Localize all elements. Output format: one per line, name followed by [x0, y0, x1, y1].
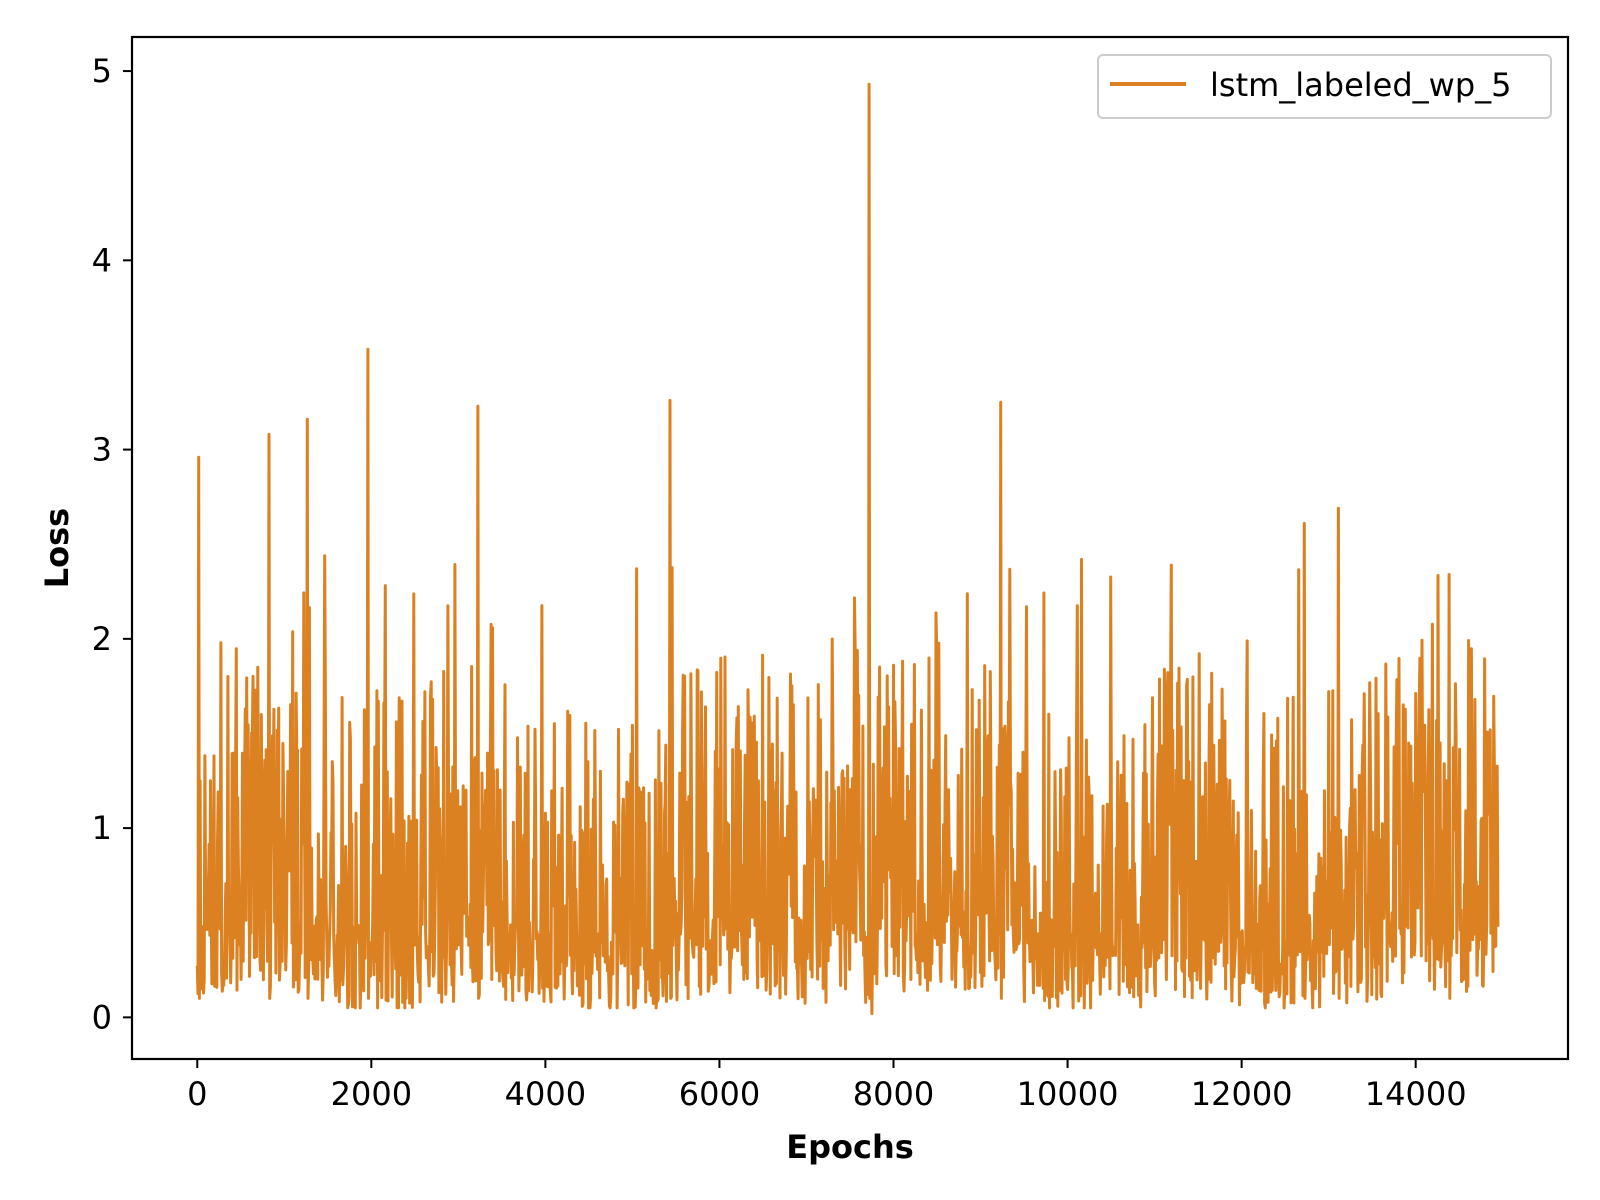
- x-tick-label: 4000: [505, 1075, 586, 1113]
- series-layer: [195, 82, 1500, 1016]
- x-axis-title: Epochs: [786, 1128, 914, 1166]
- y-tick-label: 1: [92, 809, 112, 847]
- x-tick-label: 0: [187, 1075, 207, 1113]
- x-axis-ticks: 0 2000 4000 6000 8000 10000 12000 14000: [187, 1059, 1467, 1113]
- x-tick-label: 12000: [1191, 1075, 1293, 1113]
- x-tick-label: 6000: [679, 1075, 760, 1113]
- legend: lstm_labeled_wp_5: [1097, 54, 1552, 119]
- y-tick-label: 2: [92, 620, 112, 658]
- legend-box: [1097, 54, 1552, 119]
- plot-frame: [130, 35, 1570, 1061]
- y-tick-label: 5: [92, 52, 112, 90]
- x-tick-label: 2000: [331, 1075, 412, 1113]
- y-tick-label: 0: [92, 998, 112, 1036]
- y-axis-title: Loss: [38, 508, 76, 588]
- y-tick-label: 4: [92, 241, 112, 279]
- y-tick-label: 3: [92, 431, 112, 469]
- legend-label: lstm_labeled_wp_5: [1210, 66, 1512, 104]
- x-tick-label: 10000: [1017, 1075, 1119, 1113]
- series-line-lstm_labeled_wp_5: [195, 82, 1500, 1016]
- x-tick-label: 14000: [1365, 1075, 1467, 1113]
- x-tick-label: 8000: [853, 1075, 934, 1113]
- y-axis-ticks: 0 1 2 3 4 5: [92, 52, 132, 1036]
